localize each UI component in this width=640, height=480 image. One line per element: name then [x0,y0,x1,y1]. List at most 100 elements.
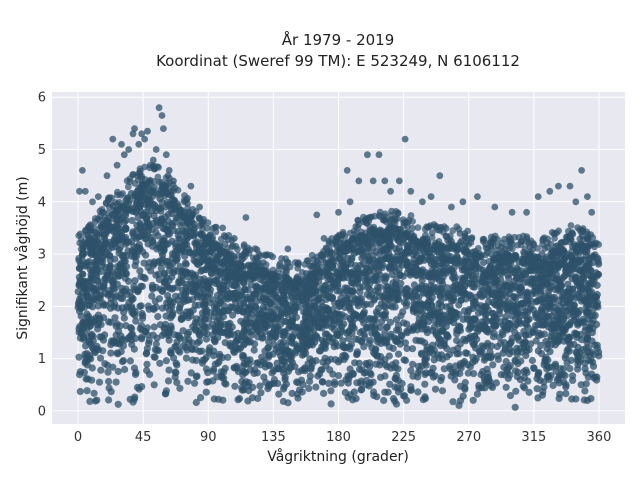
data-point [96,250,104,258]
data-point [530,364,538,372]
data-point [240,273,249,281]
data-point [75,353,83,361]
data-point [88,332,96,340]
data-point [86,397,94,405]
data-point [536,376,544,384]
data-point [181,240,189,249]
outlier-point [588,208,596,216]
outlier-point [395,177,403,185]
data-point [351,294,359,302]
data-point [422,301,430,309]
data-point [359,235,367,243]
data-point [236,344,245,352]
data-point [391,245,399,253]
data-point [589,305,598,313]
data-point [152,228,160,236]
data-point [469,353,477,361]
data-point [465,268,473,276]
data-point [469,263,477,271]
data-point [136,302,144,310]
data-point [401,392,409,400]
x-tick-label: 180 [326,430,351,445]
outlier-point [113,161,121,169]
data-point [109,223,118,231]
data-point [265,279,273,287]
data-point [382,254,390,262]
data-point [389,395,398,403]
data-point [514,332,523,340]
data-point [143,349,151,357]
data-point [407,212,415,219]
data-point [535,368,543,377]
data-point [254,359,262,367]
data-point [195,214,203,222]
data-point [402,302,410,310]
data-point [362,376,371,384]
data-point [547,312,556,320]
data-point [106,194,114,202]
data-point [115,249,123,257]
data-point [450,286,458,294]
data-point [422,231,429,239]
data-point [380,396,388,405]
data-point [84,296,93,304]
data-point [556,371,565,379]
data-point [521,311,529,319]
data-point [310,274,318,281]
data-point [168,312,176,320]
data-point [511,267,519,275]
data-point [593,281,601,289]
data-point [231,275,239,283]
data-point [214,359,222,367]
data-point [288,334,296,342]
data-point [328,323,336,331]
data-point [412,336,420,344]
data-point [345,328,353,336]
data-point [232,242,240,250]
data-point [542,260,550,268]
data-point [427,289,435,297]
data-point [244,286,252,294]
data-point [238,252,246,259]
data-point [469,396,477,404]
data-point [577,228,585,236]
data-point [174,296,182,304]
data-point [569,308,578,316]
data-point [548,329,556,337]
data-point [438,373,446,382]
data-point [583,228,591,236]
data-point [377,244,385,252]
data-point [194,339,202,347]
data-point [498,287,506,295]
data-point [333,252,340,260]
data-point [155,295,163,303]
data-point [321,314,329,322]
data-point [558,325,567,333]
data-point [376,250,384,258]
data-point [320,389,328,397]
data-point [574,321,582,329]
data-point [139,312,147,320]
data-point [119,342,127,350]
data-point [154,258,162,266]
data-point [502,313,510,321]
data-point [567,260,576,268]
data-point [206,309,214,317]
data-point [527,340,535,348]
data-point [549,320,557,328]
data-point [583,246,591,253]
data-point [138,175,146,183]
data-point [326,366,334,374]
data-point [322,269,330,277]
data-point [358,246,366,254]
data-point [366,314,374,323]
data-point [469,248,477,256]
data-point [483,378,491,386]
data-point [83,350,91,358]
data-point [373,263,381,272]
data-point [182,283,190,291]
data-point [156,359,164,367]
outlier-point [94,193,102,201]
data-point [525,346,533,354]
data-point [553,275,561,283]
